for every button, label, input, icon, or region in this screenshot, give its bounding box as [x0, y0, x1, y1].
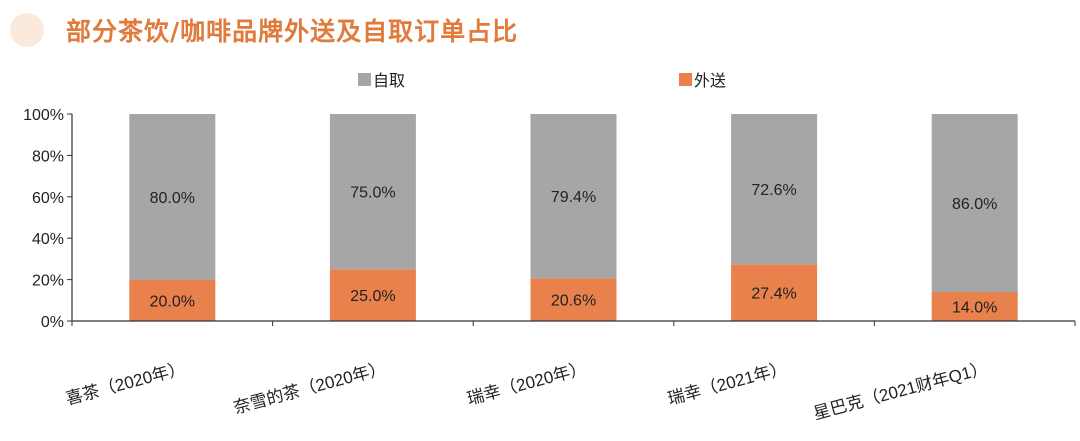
- legend-swatch: [679, 73, 692, 86]
- x-tick-label: 喜茶（2020年）: [64, 359, 188, 409]
- bar-pickup: [530, 114, 617, 279]
- x-tick-label: 星巴克（2021财年Q1）: [811, 359, 989, 424]
- y-tick-label: 80%: [32, 148, 64, 165]
- data-label-pickup: 72.6%: [751, 182, 796, 199]
- bar-delivery: [530, 278, 617, 321]
- data-label-pickup: 80.0%: [150, 190, 195, 207]
- bar-pickup: [329, 114, 416, 270]
- data-label-delivery: 20.6%: [551, 293, 596, 310]
- data-label-delivery: 20.0%: [150, 293, 195, 310]
- x-tick-label: 奈雪的茶（2020年）: [232, 359, 388, 418]
- data-label-delivery: 25.0%: [350, 288, 395, 305]
- bar-delivery: [129, 279, 216, 321]
- title-circle-decoration: [10, 13, 44, 47]
- bar-delivery: [329, 269, 416, 321]
- data-label-delivery: 27.4%: [751, 286, 796, 303]
- y-tick-label: 40%: [32, 231, 64, 248]
- data-label-pickup: 79.4%: [551, 189, 596, 206]
- data-label-pickup: 86.0%: [952, 196, 997, 213]
- x-tick-label: 瑞幸（2021年）: [666, 359, 790, 409]
- y-tick-label: 0%: [41, 314, 64, 331]
- bar-pickup: [129, 114, 216, 280]
- bar-pickup: [731, 114, 818, 265]
- y-tick-label: 60%: [32, 190, 64, 207]
- x-tick-label: 瑞幸（2020年）: [465, 359, 589, 409]
- legend-swatch: [358, 73, 371, 86]
- y-tick-label: 100%: [23, 107, 64, 124]
- bar-delivery: [731, 264, 818, 321]
- title-row: 部分茶饮/咖啡品牌外送及自取订单占比: [10, 8, 518, 52]
- legend-label: 外送: [694, 72, 726, 90]
- bar-delivery: [931, 292, 1018, 321]
- legend-label: 自取: [373, 72, 405, 90]
- y-tick-label: 20%: [32, 273, 64, 290]
- chart-title: 部分茶饮/咖啡品牌外送及自取订单占比: [66, 17, 519, 46]
- bar-pickup: [931, 114, 1018, 293]
- data-label-delivery: 14.0%: [952, 300, 997, 317]
- data-label-pickup: 75.0%: [350, 185, 395, 202]
